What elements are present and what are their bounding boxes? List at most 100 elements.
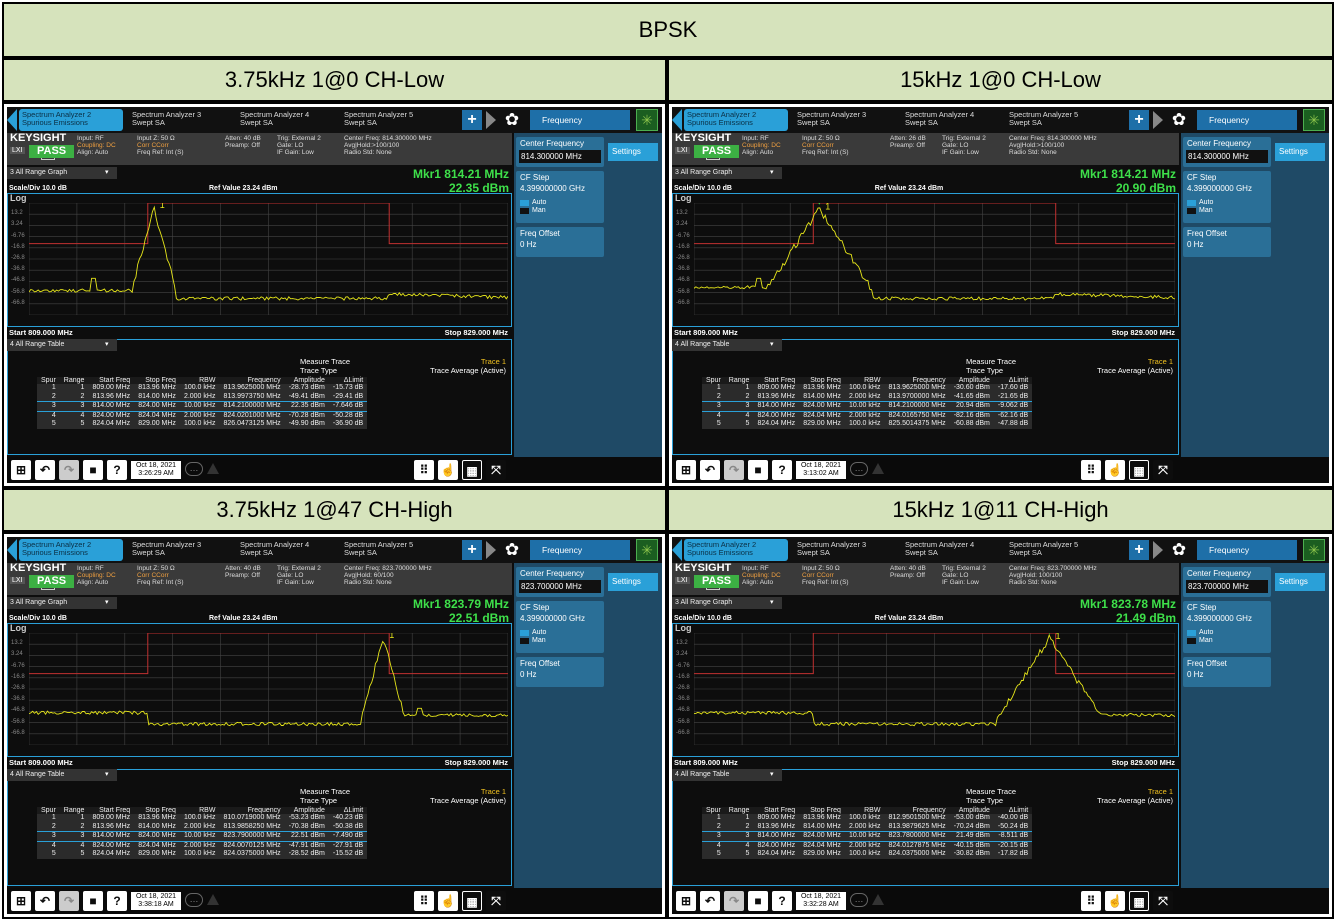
activity-indicator-icon[interactable]: ✳ <box>1303 109 1325 131</box>
table-row[interactable]: 4 4 824.00 MHz 824.04 MHz 2.000 kHz 824.00701… <box>37 841 368 850</box>
keyboard-icon[interactable]: ⠿ <box>414 891 434 911</box>
graph-dropdown-icon[interactable]: ▾ <box>105 169 109 176</box>
tab-spectrum-analyzer-5[interactable]: Spectrum Analyzer 5 Swept SA <box>344 110 414 127</box>
frequency-menu-button[interactable]: Frequency <box>1197 540 1297 560</box>
tab-spectrum-analyzer-4[interactable]: Spectrum Analyzer 4 Swept SA <box>240 110 310 127</box>
frequency-menu-button[interactable]: Frequency <box>530 540 630 560</box>
activity-indicator-icon[interactable]: ✳ <box>636 539 658 561</box>
trace-type-value[interactable]: Trace Average (Active) <box>430 366 506 375</box>
keyboard-icon[interactable]: ⠿ <box>1081 460 1101 480</box>
auto-man-toggle[interactable]: Auto Man <box>520 199 546 215</box>
table-row[interactable]: 5 5 824.04 MHz 829.00 MHz 100.0 kHz 824.03750… <box>37 850 368 859</box>
next-screen-arrow-icon[interactable] <box>486 111 496 129</box>
auto-option[interactable]: Auto <box>1187 199 1213 207</box>
tab-spectrum-analyzer-3[interactable]: Spectrum Analyzer 3 Swept SA <box>797 540 867 557</box>
touch-mode-icon[interactable]: ☝ <box>1105 460 1125 480</box>
settings-tab[interactable]: Settings <box>608 143 658 161</box>
table-row[interactable]: 3 3 814.00 MHz 824.00 MHz 10.00 kHz 823.79000… <box>37 831 368 842</box>
windows-start-icon[interactable]: ⊞ <box>676 460 696 480</box>
undo-icon[interactable]: ↶ <box>700 460 720 480</box>
freq-offset-panel[interactable]: Freq Offset 0 Hz <box>516 227 604 257</box>
gear-icon[interactable]: ✿ <box>1171 110 1187 129</box>
fullscreen-icon[interactable]: ⤧ <box>1153 460 1173 480</box>
file-folder-icon[interactable]: ■ <box>748 460 768 480</box>
frequency-menu-button[interactable]: Frequency <box>530 110 630 130</box>
tab-back-arrow[interactable] <box>672 539 682 561</box>
chat-icon[interactable]: … <box>185 893 203 907</box>
gear-icon[interactable]: ✿ <box>504 540 520 559</box>
next-screen-arrow-icon[interactable] <box>1153 541 1163 559</box>
gear-icon[interactable]: ✿ <box>1171 540 1187 559</box>
trace-type-value[interactable]: Trace Average (Active) <box>430 796 506 805</box>
trace-type-value[interactable]: Trace Average (Active) <box>1097 366 1173 375</box>
touch-mode-icon[interactable]: ☝ <box>438 460 458 480</box>
next-screen-arrow-icon[interactable] <box>1153 111 1163 129</box>
trace-type-value[interactable]: Trace Average (Active) <box>1097 796 1173 805</box>
graph-dropdown-icon[interactable]: ▾ <box>770 599 774 606</box>
table-row[interactable]: 1 1 809.00 MHz 813.96 MHz 100.0 kHz 810.07190… <box>37 814 368 823</box>
redo-icon[interactable]: ↷ <box>724 891 744 911</box>
cf-step-panel[interactable]: CF Step 4.399000000 GHz Auto Man <box>516 601 604 653</box>
tab-spectrum-analyzer-2[interactable]: Spectrum Analyzer 2 Spurious Emissions <box>19 109 123 131</box>
table-window-title[interactable]: 4 All Range Table <box>672 339 782 351</box>
table-row[interactable]: 3 3 814.00 MHz 824.00 MHz 10.00 kHz 814.21000… <box>37 401 368 412</box>
tab-spectrum-analyzer-2[interactable]: Spectrum Analyzer 2 Spurious Emissions <box>684 539 788 561</box>
table-row[interactable]: 5 5 824.04 MHz 829.00 MHz 100.0 kHz 826.04731… <box>37 420 368 429</box>
add-screen-button[interactable]: + <box>462 110 482 130</box>
tab-spectrum-analyzer-2[interactable]: Spectrum Analyzer 2 Spurious Emissions <box>19 539 123 561</box>
window-layout-icon[interactable]: ▦ <box>462 891 482 911</box>
file-folder-icon[interactable]: ■ <box>83 460 103 480</box>
add-screen-button[interactable]: + <box>462 540 482 560</box>
man-option[interactable]: Man <box>1187 207 1213 215</box>
tab-back-arrow[interactable] <box>7 539 17 561</box>
center-frequency-panel[interactable]: Center Frequency 823.700000 MHz <box>1183 567 1271 597</box>
tab-spectrum-analyzer-4[interactable]: Spectrum Analyzer 4 Swept SA <box>905 540 975 557</box>
settings-tab[interactable]: Settings <box>1275 143 1325 161</box>
graph-dropdown-icon[interactable]: ▾ <box>105 599 109 606</box>
graph-window-title[interactable]: 3 All Range Graph <box>672 597 782 609</box>
tab-spectrum-analyzer-4[interactable]: Spectrum Analyzer 4 Swept SA <box>905 110 975 127</box>
auto-man-toggle[interactable]: Auto Man <box>1187 199 1213 215</box>
windows-start-icon[interactable]: ⊞ <box>11 891 31 911</box>
frequency-menu-button[interactable]: Frequency <box>1197 110 1297 130</box>
keyboard-icon[interactable]: ⠿ <box>414 460 434 480</box>
chat-icon[interactable]: … <box>185 462 203 476</box>
table-row[interactable]: 4 4 824.00 MHz 824.04 MHz 2.000 kHz 824.01278… <box>702 841 1033 850</box>
center-frequency-panel[interactable]: Center Frequency 814.300000 MHz <box>1183 137 1271 167</box>
center-frequency-value[interactable]: 823.700000 MHz <box>1186 580 1268 593</box>
activity-indicator-icon[interactable]: ✳ <box>1303 539 1325 561</box>
table-window-title[interactable]: 4 All Range Table <box>7 339 117 351</box>
window-layout-icon[interactable]: ▦ <box>1129 891 1149 911</box>
freq-offset-panel[interactable]: Freq Offset 0 Hz <box>1183 657 1271 687</box>
help-icon[interactable]: ? <box>772 891 792 911</box>
center-frequency-value[interactable]: 814.300000 MHz <box>519 150 601 163</box>
window-layout-icon[interactable]: ▦ <box>1129 460 1149 480</box>
gear-icon[interactable]: ✿ <box>504 110 520 129</box>
undo-icon[interactable]: ↶ <box>35 891 55 911</box>
windows-start-icon[interactable]: ⊞ <box>11 460 31 480</box>
help-icon[interactable]: ? <box>772 460 792 480</box>
auto-option[interactable]: Auto <box>520 199 546 207</box>
tab-spectrum-analyzer-4[interactable]: Spectrum Analyzer 4 Swept SA <box>240 540 310 557</box>
table-row[interactable]: 3 3 814.00 MHz 824.00 MHz 10.00 kHz 823.78000… <box>702 831 1033 842</box>
auto-option[interactable]: Auto <box>1187 629 1213 637</box>
table-dropdown-icon[interactable]: ▾ <box>105 341 109 348</box>
measure-trace-value[interactable]: Trace 1 <box>480 357 506 366</box>
chat-icon[interactable]: … <box>850 462 868 476</box>
window-layout-icon[interactable]: ▦ <box>462 460 482 480</box>
tab-spectrum-analyzer-2[interactable]: Spectrum Analyzer 2 Spurious Emissions <box>684 109 788 131</box>
auto-man-toggle[interactable]: Auto Man <box>1187 629 1213 645</box>
table-row[interactable]: 1 1 809.00 MHz 813.96 MHz 100.0 kHz 812.95015… <box>702 814 1033 823</box>
man-option[interactable]: Man <box>520 207 546 215</box>
file-folder-icon[interactable]: ■ <box>748 891 768 911</box>
redo-icon[interactable]: ↷ <box>724 460 744 480</box>
tab-back-arrow[interactable] <box>672 109 682 131</box>
redo-icon[interactable]: ↷ <box>59 891 79 911</box>
settings-tab[interactable]: Settings <box>608 573 658 591</box>
tab-spectrum-analyzer-5[interactable]: Spectrum Analyzer 5 Swept SA <box>344 540 414 557</box>
tab-spectrum-analyzer-5[interactable]: Spectrum Analyzer 5 Swept SA <box>1009 110 1079 127</box>
table-row[interactable]: 2 2 813.96 MHz 814.00 MHz 2.000 kHz 813.98582… <box>37 822 368 832</box>
freq-offset-panel[interactable]: Freq Offset 0 Hz <box>1183 227 1271 257</box>
measure-trace-value[interactable]: Trace 1 <box>480 787 506 796</box>
table-row[interactable]: 2 2 813.96 MHz 814.00 MHz 2.000 kHz 813.98796… <box>702 822 1033 832</box>
